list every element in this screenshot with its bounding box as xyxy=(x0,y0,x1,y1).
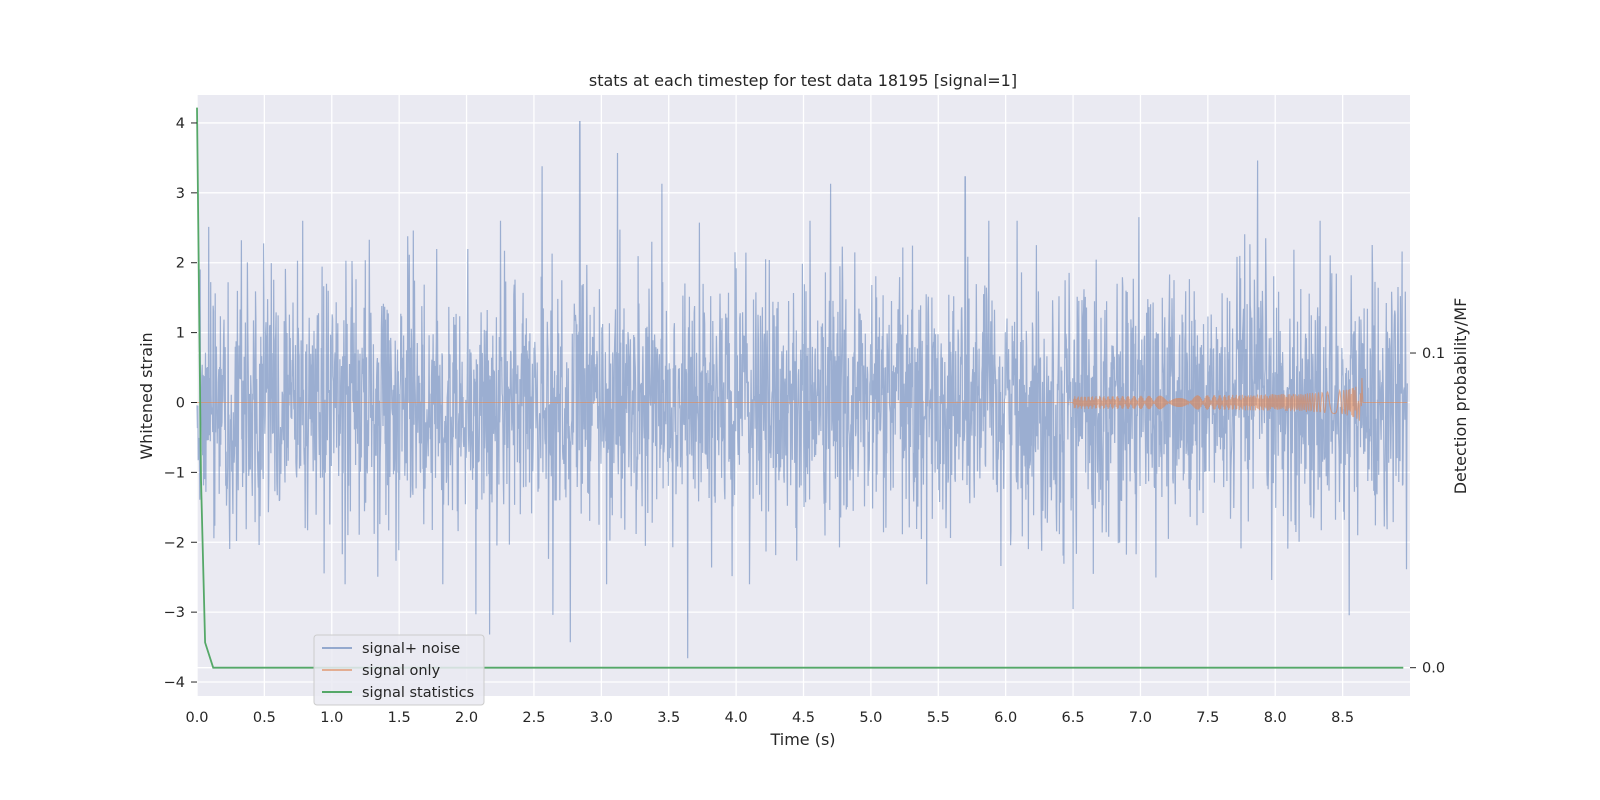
x-tick-label: 7.0 xyxy=(1129,710,1152,726)
y-tick-label: 1 xyxy=(176,326,185,342)
x-axis-ticks: 0.0 0.5 1.0 1.5 2.0 2.5 3.0 3.5 4.0 4.5 5.0 5.5 6.0 6… xyxy=(185,710,1354,726)
y-tick-label: −4 xyxy=(164,675,185,691)
x-tick-label: 0.0 xyxy=(185,710,208,726)
legend-label-signal-only: signal only xyxy=(362,663,441,679)
legend-label-signal-noise: signal+ noise xyxy=(362,641,460,657)
y-tick-label: 2 xyxy=(176,256,185,272)
x-tick-label: 2.5 xyxy=(522,710,545,726)
x-tick-label: 5.0 xyxy=(859,710,882,726)
y-axis-ticks: −4 −3 −2 −1 0 1 2 3 4 xyxy=(164,116,197,691)
y-tick-label: −1 xyxy=(164,465,185,481)
y-tick-label: 0 xyxy=(176,395,185,411)
x-tick-label: 2.0 xyxy=(455,710,478,726)
x-tick-label: 5.5 xyxy=(927,710,950,726)
y-axis-label: Whitened strain xyxy=(137,332,156,459)
x-tick-label: 4.5 xyxy=(792,710,815,726)
signal-noise-series xyxy=(196,121,1408,659)
x-tick-label: 3.5 xyxy=(657,710,680,726)
x-tick-label: 4.0 xyxy=(725,710,748,726)
x-tick-label: 1.5 xyxy=(388,710,411,726)
x-tick-label: 6.0 xyxy=(994,710,1017,726)
y-tick-label: 3 xyxy=(176,186,185,202)
x-axis-label: Time (s) xyxy=(769,730,835,749)
x-tick-label: 7.5 xyxy=(1196,710,1219,726)
right-tick-label: 0.1 xyxy=(1422,346,1445,362)
x-tick-label: 3.0 xyxy=(590,710,613,726)
right-tick-label: 0.0 xyxy=(1422,661,1445,677)
signal-only-line xyxy=(197,377,1408,421)
signal-statistics-series xyxy=(196,107,1404,669)
chart-title: stats at each timestep for test data 181… xyxy=(589,71,1017,90)
x-tick-label: 1.0 xyxy=(320,710,343,726)
legend-box xyxy=(313,634,485,706)
signal-statistics-line xyxy=(196,107,1404,669)
y-tick-label: −3 xyxy=(164,605,185,621)
legend-label-signal-statistics: signal statistics xyxy=(362,685,474,701)
x-tick-label: 0.5 xyxy=(253,710,276,726)
y-tick-label: −2 xyxy=(164,535,185,551)
y-tick-label: 4 xyxy=(176,116,185,132)
x-tick-label: 8.5 xyxy=(1331,710,1354,726)
right-axis-label: Detection probability/MF xyxy=(1451,298,1470,495)
signal-noise-line xyxy=(196,121,1408,659)
right-axis-ticks: 0.0 0.1 xyxy=(1410,346,1445,677)
legend: signal+ noise signal only signal statist… xyxy=(313,634,485,706)
signal-only-series xyxy=(197,377,1408,421)
x-tick-label: 6.5 xyxy=(1062,710,1085,726)
x-tick-label: 8.0 xyxy=(1264,710,1287,726)
